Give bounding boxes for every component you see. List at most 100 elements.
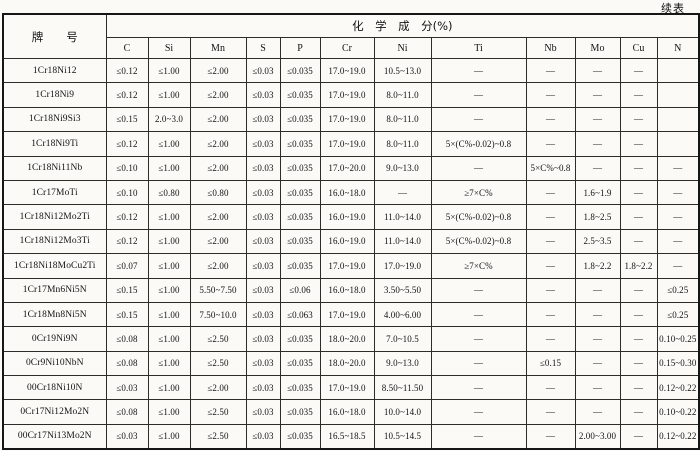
table-row: 1Cr18Mn8Ni5N ≤0.15 ≤1.00 7.50~10.0 ≤0.03 ≤0.0… bbox=[2, 301, 700, 328]
value-cell: ≤0.035 bbox=[279, 179, 321, 206]
value-cell: — bbox=[619, 277, 658, 303]
table-header: 牌 号 化 学 成 分(%) C Si Mn S P Cr Ni Ti Nb M… bbox=[2, 13, 700, 59]
value-cell: ≤0.10 bbox=[105, 155, 149, 181]
value-cell: — bbox=[525, 375, 576, 401]
element-header-cu: Cu bbox=[619, 37, 658, 59]
value-cell: ≤2.00 bbox=[189, 82, 247, 108]
element-header-n: N bbox=[656, 37, 700, 59]
element-header-mo: Mo bbox=[574, 37, 621, 59]
value-cell: — bbox=[619, 82, 658, 108]
value-cell: 10.5~13.0 bbox=[373, 57, 432, 84]
element-header-si: Si bbox=[147, 37, 191, 59]
value-cell: ≤0.035 bbox=[279, 82, 321, 108]
value-cell: — bbox=[619, 228, 658, 255]
value-cell: ≤0.03 bbox=[245, 253, 281, 279]
value-cell: ≤0.15 bbox=[105, 277, 149, 303]
value-cell: 16.0~18.0 bbox=[319, 277, 375, 303]
value-cell: 1.8~2.2 bbox=[574, 253, 621, 279]
value-cell: ≤2.00 bbox=[189, 375, 247, 401]
value-cell: ≤0.03 bbox=[245, 228, 281, 255]
table-row: 00Cr17Ni13Mo2N ≤0.03 ≤1.00 ≤2.50 ≤0.03 ≤0.035… bbox=[2, 423, 700, 450]
value-cell: 17.0~19.0 bbox=[319, 82, 375, 108]
value-cell: 9.0~13.0 bbox=[373, 155, 432, 181]
value-cell: ≤0.15 bbox=[525, 350, 576, 377]
value-cell: — bbox=[373, 179, 432, 206]
value-cell: ≤0.08 bbox=[105, 326, 149, 352]
table-row: 1Cr18Ni11Nb ≤0.10 ≤1.00 ≤2.00 ≤0.03 ≤0.035 17.… bbox=[2, 155, 700, 181]
table-row: 1Cr18Ni9 ≤0.12 ≤1.00 ≤2.00 ≤0.03 ≤0.035 17.0~1… bbox=[2, 82, 700, 108]
grade-cell: 0Cr19Ni9N bbox=[2, 326, 107, 352]
table-row: 00Cr18Ni10N ≤0.03 ≤1.00 ≤2.00 ≤0.03 ≤0.035 17.… bbox=[2, 375, 700, 401]
value-cell: 2.0~3.0 bbox=[147, 106, 191, 133]
value-cell: ≤2.50 bbox=[189, 423, 247, 450]
value-cell: ≤0.03 bbox=[105, 375, 149, 401]
value-cell: ≤1.00 bbox=[147, 155, 191, 181]
grade-cell: 1Cr18Ni9Ti bbox=[2, 131, 107, 157]
value-cell: — bbox=[430, 399, 527, 425]
value-cell: ≤0.035 bbox=[279, 375, 321, 401]
table-body: 1Cr18Ni12 ≤0.12 ≤1.00 ≤2.00 ≤0.03 ≤0.035 17.0~… bbox=[2, 57, 700, 450]
value-cell: ≤0.12 bbox=[105, 57, 149, 84]
value-cell: — bbox=[574, 155, 621, 181]
chemical-composition-table: 牌 号 化 学 成 分(%) C Si Mn S P Cr Ni Ti Nb M… bbox=[2, 13, 700, 450]
value-cell bbox=[656, 106, 700, 133]
value-cell: 16.0~18.0 bbox=[319, 179, 375, 206]
value-cell: — bbox=[656, 204, 700, 230]
value-cell: — bbox=[574, 57, 621, 84]
value-cell: — bbox=[525, 423, 576, 450]
value-cell: 7.0~10.5 bbox=[373, 326, 432, 352]
value-cell: — bbox=[619, 57, 658, 84]
value-cell: ≤1.00 bbox=[147, 253, 191, 279]
value-cell bbox=[656, 131, 700, 157]
value-cell bbox=[656, 57, 700, 84]
value-cell: ≤1.00 bbox=[147, 277, 191, 303]
value-cell: — bbox=[574, 301, 621, 328]
value-cell: ≤0.035 bbox=[279, 57, 321, 84]
value-cell: ≤0.10 bbox=[105, 179, 149, 206]
value-cell: 5×C%~0.8 bbox=[525, 155, 576, 181]
value-cell: ≤0.03 bbox=[105, 423, 149, 450]
value-cell: ≤0.07 bbox=[105, 253, 149, 279]
value-cell: — bbox=[574, 82, 621, 108]
value-cell: 5×(C%-0.02)~0.8 bbox=[430, 131, 527, 157]
value-cell: 11.0~14.0 bbox=[373, 204, 432, 230]
grade-cell: 1Cr18Ni9 bbox=[2, 82, 107, 108]
value-cell: ≤0.03 bbox=[245, 301, 281, 328]
table-row: 0Cr9Ni10NbN ≤0.08 ≤1.00 ≤2.50 ≤0.03 ≤0.035 18.… bbox=[2, 350, 700, 377]
table-row: 1Cr18Ni12Mo3Ti ≤0.12 ≤1.00 ≤2.00 ≤0.03 ≤0.035… bbox=[2, 228, 700, 255]
value-cell: — bbox=[619, 375, 658, 401]
value-cell: — bbox=[430, 82, 527, 108]
value-cell: 0.12~0.22 bbox=[656, 423, 700, 450]
element-header-c: C bbox=[105, 37, 149, 59]
value-cell: — bbox=[430, 155, 527, 181]
value-cell: ≤0.035 bbox=[279, 204, 321, 230]
value-cell: ≤0.03 bbox=[245, 57, 281, 84]
composition-group-header: 化 学 成 分(%) bbox=[105, 13, 700, 38]
value-cell: — bbox=[525, 399, 576, 425]
table-row: 1Cr18Ni12Mo2Ti ≤0.12 ≤1.00 ≤2.00 ≤0.03 ≤0.035… bbox=[2, 204, 700, 230]
value-cell: — bbox=[619, 179, 658, 206]
value-cell: ≤1.00 bbox=[147, 301, 191, 328]
value-cell: 16.0~19.0 bbox=[319, 228, 375, 255]
value-cell: — bbox=[525, 106, 576, 133]
value-cell: ≤0.063 bbox=[279, 301, 321, 328]
element-header-ti: Ti bbox=[430, 37, 527, 59]
value-cell: ≤0.035 bbox=[279, 228, 321, 255]
grade-cell: 1Cr18Ni9Si3 bbox=[2, 106, 107, 133]
value-cell: 11.0~14.0 bbox=[373, 228, 432, 255]
value-cell: — bbox=[619, 350, 658, 377]
value-cell: — bbox=[525, 301, 576, 328]
value-cell: — bbox=[525, 57, 576, 84]
value-cell: ≤0.03 bbox=[245, 179, 281, 206]
table-row: 1Cr17Mn6Ni5N ≤0.15 ≤1.00 5.50~7.50 ≤0.03 ≤0.0… bbox=[2, 277, 700, 303]
value-cell: 18.0~20.0 bbox=[319, 326, 375, 352]
value-cell: ≤2.00 bbox=[189, 106, 247, 133]
value-cell: ≤0.03 bbox=[245, 155, 281, 181]
value-cell: ≤1.00 bbox=[147, 326, 191, 352]
value-cell: 4.00~6.00 bbox=[373, 301, 432, 328]
value-cell: ≤0.15 bbox=[105, 106, 149, 133]
value-cell: ≤0.12 bbox=[105, 82, 149, 108]
value-cell: — bbox=[619, 155, 658, 181]
value-cell: — bbox=[430, 423, 527, 450]
value-cell: ≤2.00 bbox=[189, 155, 247, 181]
